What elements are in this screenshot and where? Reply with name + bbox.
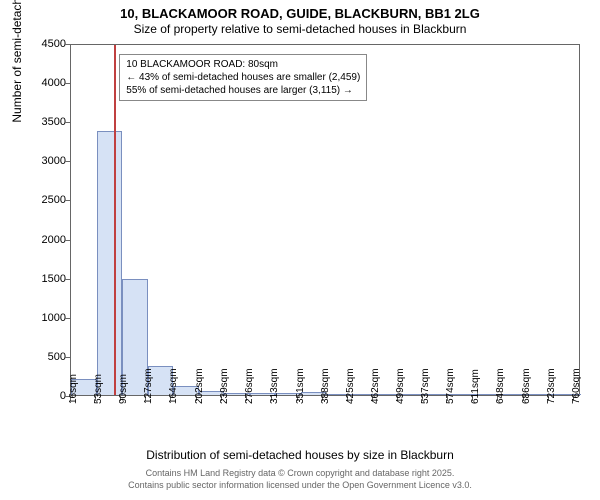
annotation-box: 10 BLACKAMOOR ROAD: 80sqm ← 43% of semi-…: [119, 54, 367, 101]
credits-block: Contains HM Land Registry data © Crown c…: [0, 468, 600, 491]
marker-line: [114, 45, 116, 395]
y-tick-label: 3000: [42, 155, 66, 167]
x-tick-label: 239sqm: [219, 368, 230, 404]
annotation-line3: 55% of semi-detached houses are larger (…: [126, 84, 360, 97]
x-tick-label: 537sqm: [420, 368, 431, 404]
x-tick-label: 351sqm: [295, 368, 306, 404]
y-tick-label: 500: [48, 351, 66, 363]
title-block: 10, BLACKAMOOR ROAD, GUIDE, BLACKBURN, B…: [0, 6, 600, 36]
x-tick-label: 16sqm: [68, 374, 79, 404]
y-tick-label: 1000: [42, 312, 66, 324]
x-tick-label: 574sqm: [445, 368, 456, 404]
x-tick-label: 202sqm: [194, 368, 205, 404]
x-tick-label: 53sqm: [93, 374, 104, 404]
histogram-bar: [97, 131, 123, 395]
x-tick-label: 723sqm: [546, 368, 557, 404]
x-tick-label: 611sqm: [470, 369, 481, 404]
x-tick-label: 313sqm: [269, 368, 280, 404]
x-tick-label: 499sqm: [395, 368, 406, 404]
x-tick-label: 388sqm: [320, 368, 331, 404]
x-tick-label: 90sqm: [118, 374, 129, 404]
x-axis-title: Distribution of semi-detached houses by …: [0, 448, 600, 462]
y-tick-label: 4500: [42, 38, 66, 50]
y-tick-label: 2500: [42, 194, 66, 206]
chart-subtitle: Size of property relative to semi-detach…: [0, 22, 600, 36]
x-tick-label: 462sqm: [370, 368, 381, 404]
x-tick-label: 276sqm: [244, 368, 255, 404]
chart-container: 10, BLACKAMOOR ROAD, GUIDE, BLACKBURN, B…: [0, 0, 600, 500]
x-tick-label: 760sqm: [571, 368, 582, 404]
chart-title: 10, BLACKAMOOR ROAD, GUIDE, BLACKBURN, B…: [0, 6, 600, 21]
credits-line2: Contains public sector information licen…: [0, 480, 600, 492]
x-tick-label: 164sqm: [168, 368, 179, 404]
x-tick-label: 425sqm: [345, 368, 356, 404]
annotation-line1: 10 BLACKAMOOR ROAD: 80sqm: [126, 58, 360, 71]
x-tick-label: 686sqm: [521, 368, 532, 404]
y-tick-label: 3500: [42, 116, 66, 128]
x-tick-label: 127sqm: [143, 368, 154, 404]
y-axis-title: Number of semi-detached properties: [10, 0, 24, 123]
credits-line1: Contains HM Land Registry data © Crown c…: [0, 468, 600, 480]
annotation-line2: ← 43% of semi-detached houses are smalle…: [126, 71, 360, 84]
x-tick-label: 648sqm: [495, 368, 506, 404]
y-tick-label: 4000: [42, 77, 66, 89]
y-tick-label: 1500: [42, 273, 66, 285]
y-tick-label: 2000: [42, 234, 66, 246]
